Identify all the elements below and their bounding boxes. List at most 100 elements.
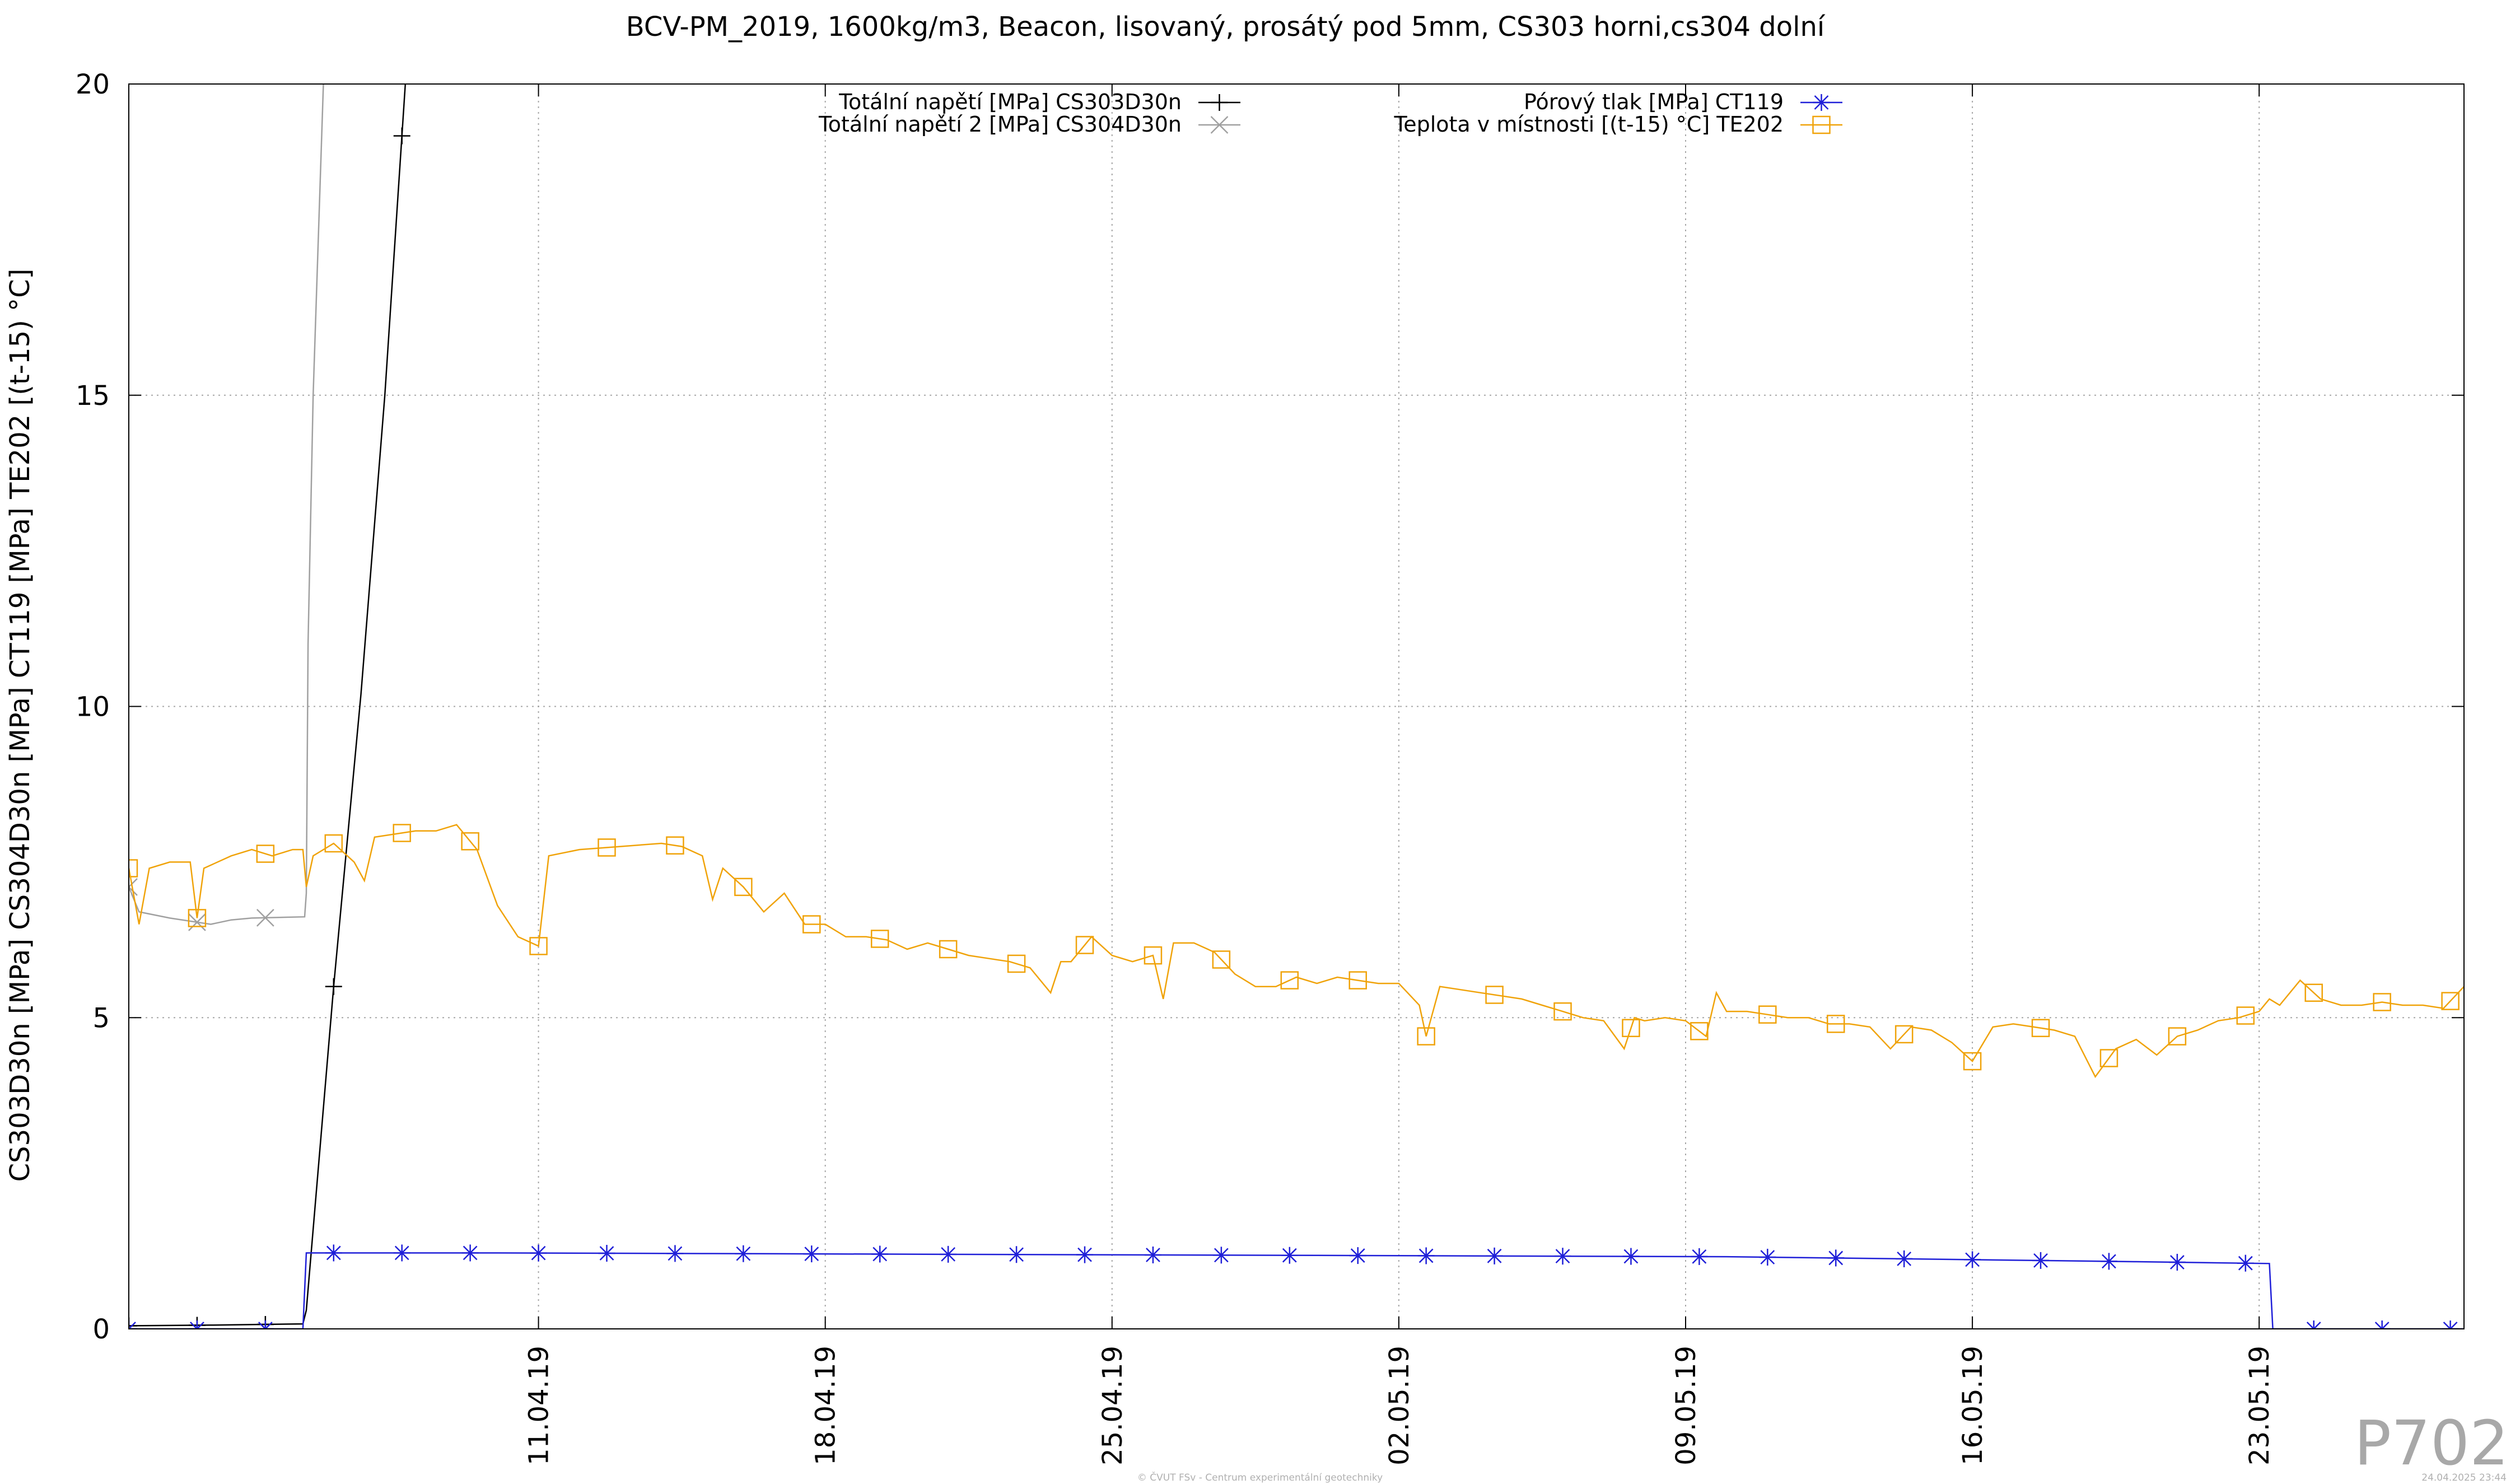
data-point <box>1417 1027 1435 1046</box>
data-point <box>1485 986 1504 1004</box>
data-point <box>2373 993 2391 1011</box>
x-tick-label: 18.04.19 <box>810 1346 842 1466</box>
data-point <box>1349 1247 1366 1264</box>
data-point <box>1827 1249 1845 1267</box>
data-point <box>325 978 342 995</box>
footer-timestamp: 24.04.2025 23:44 <box>2421 1472 2507 1483</box>
data-point <box>1144 946 1163 965</box>
data-point <box>2168 1027 2187 1046</box>
data-point <box>2373 1320 2391 1329</box>
data-point <box>188 909 207 927</box>
data-point <box>803 1245 820 1263</box>
x-tick-label: 16.05.19 <box>1957 1346 1989 1466</box>
data-point <box>734 878 753 897</box>
y-tick-label: 0 <box>92 1314 110 1345</box>
data-point <box>256 844 275 863</box>
data-point <box>529 937 548 955</box>
data-point <box>325 1244 342 1262</box>
y-tick-label: 20 <box>76 69 110 100</box>
legend-marker <box>1210 116 1229 134</box>
legend-entry: Teplota v místnosti [(t-15) °C] TE202 <box>1393 112 1842 137</box>
plot-border <box>128 83 2465 1329</box>
legend-marker <box>1813 94 1830 111</box>
data-point <box>1212 1247 1230 1264</box>
data-point <box>1007 954 1026 973</box>
data-point <box>1554 1248 1571 1265</box>
data-point <box>2100 1253 2117 1270</box>
data-point <box>2441 992 2460 1010</box>
data-point <box>1212 950 1231 969</box>
series-line <box>129 84 407 1327</box>
series-line <box>129 1252 2464 1329</box>
data-point <box>1622 1248 1640 1265</box>
data-point <box>393 1244 410 1262</box>
data-point <box>1826 1015 1845 1033</box>
data-point <box>1281 1247 1298 1264</box>
data-point <box>129 1320 137 1329</box>
series-layer <box>129 84 2464 1329</box>
data-point <box>393 127 410 144</box>
data-point <box>2305 1320 2322 1329</box>
data-point <box>598 838 616 857</box>
data-point <box>1486 1247 1503 1264</box>
data-point <box>598 1244 615 1262</box>
series-line <box>129 84 324 925</box>
data-point <box>1894 1025 1914 1044</box>
series-3 <box>129 824 2464 1079</box>
data-point <box>530 1244 547 1262</box>
y-axis-label: CS303D30n [MPa] CS304D30n [MPa] CT119 [M… <box>4 269 36 1182</box>
data-point <box>870 930 889 948</box>
series-line <box>129 824 2464 1079</box>
data-point <box>802 915 821 934</box>
data-point <box>1144 1246 1161 1263</box>
data-point <box>1008 1246 1025 1263</box>
data-point <box>129 859 138 878</box>
series-1 <box>129 84 324 931</box>
data-point <box>2236 1006 2255 1025</box>
data-point <box>188 1320 206 1329</box>
legend-label: Totální napětí [MPa] CS303D30n <box>838 90 1182 114</box>
data-point <box>1348 971 1367 990</box>
data-point <box>256 908 274 927</box>
chart-title: BCV-PM_2019, 1600kg/m3, Beacon, lisovaný… <box>626 11 1826 43</box>
x-tick-label: 09.05.19 <box>1670 1346 1702 1466</box>
data-point <box>1964 1251 1981 1268</box>
legend-label: Pórový tlak [MPa] CT119 <box>1524 90 1784 114</box>
data-point <box>324 834 343 853</box>
x-tick-label: 11.04.19 <box>524 1346 555 1466</box>
y-tick-label: 5 <box>92 1002 110 1034</box>
axes: 0 5 10 15 20 11.04.19 18.04.19 25.04.19 02.05.19… <box>76 69 2465 1466</box>
data-point <box>666 836 684 855</box>
x-tick-label: 23.05.19 <box>2244 1346 2275 1466</box>
data-point <box>2304 983 2323 1002</box>
data-point <box>129 878 138 896</box>
data-point <box>1622 1019 1640 1038</box>
data-point <box>735 1245 752 1262</box>
panel-label: P702 <box>2354 1407 2509 1479</box>
data-point <box>2032 1252 2050 1269</box>
data-point <box>1691 1248 1708 1265</box>
data-point <box>256 1320 274 1329</box>
data-point <box>940 1245 957 1263</box>
data-point <box>1280 971 1299 990</box>
data-point <box>393 824 411 842</box>
data-point <box>1690 1022 1709 1040</box>
data-point <box>1075 936 1094 954</box>
data-point <box>461 1244 479 1262</box>
grid <box>129 84 2464 1329</box>
data-point <box>1076 1246 1094 1263</box>
x-tick-label: 25.04.19 <box>1097 1346 1128 1466</box>
series-2 <box>129 1244 2464 1329</box>
data-point <box>666 1245 684 1262</box>
data-point <box>1553 1002 1572 1021</box>
data-point <box>2442 1320 2459 1329</box>
series-0 <box>129 84 410 1329</box>
legend-label: Teplota v místnosti [(t-15) °C] TE202 <box>1393 112 1784 137</box>
y-tick-label: 10 <box>76 692 110 723</box>
x-tick-label: 02.05.19 <box>1384 1346 1415 1466</box>
data-point <box>1759 1248 1776 1266</box>
data-point <box>2237 1254 2254 1272</box>
legend-entry: Pórový tlak [MPa] CT119 <box>1524 90 1842 114</box>
